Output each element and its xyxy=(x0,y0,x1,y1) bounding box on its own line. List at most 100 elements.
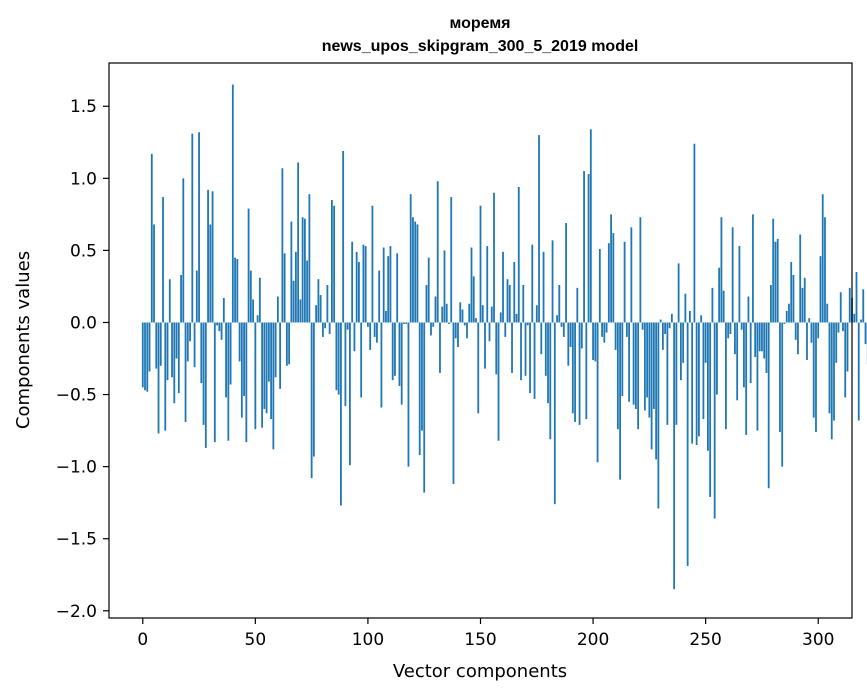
bar xyxy=(797,322,799,355)
bar xyxy=(839,292,842,323)
bar xyxy=(562,322,565,337)
bar xyxy=(749,322,752,384)
bar xyxy=(792,274,795,323)
bar xyxy=(574,322,576,422)
bar xyxy=(394,322,396,376)
bar xyxy=(621,322,624,396)
bar xyxy=(646,322,649,398)
bar xyxy=(848,287,851,323)
bar xyxy=(830,322,833,440)
bar xyxy=(833,322,835,421)
bar xyxy=(486,246,489,323)
bar xyxy=(418,322,421,456)
bar xyxy=(421,322,423,431)
bar xyxy=(432,322,435,327)
bar xyxy=(810,322,813,343)
bar xyxy=(643,322,646,411)
bar xyxy=(290,221,293,323)
bar xyxy=(745,322,748,435)
bar xyxy=(355,251,358,323)
bar xyxy=(702,322,705,420)
bar xyxy=(351,241,354,323)
bar xyxy=(198,132,200,323)
bar xyxy=(511,322,513,373)
bar xyxy=(285,322,288,366)
bar xyxy=(718,267,721,323)
bar xyxy=(571,322,574,414)
bar xyxy=(632,322,635,405)
bar xyxy=(367,322,369,327)
bar xyxy=(294,251,297,323)
bar xyxy=(346,322,349,330)
bar xyxy=(227,322,230,441)
bar xyxy=(824,217,826,323)
x-axis-label: Vector components xyxy=(393,661,567,682)
bar xyxy=(376,322,378,343)
bar xyxy=(159,322,162,366)
bar xyxy=(659,319,662,323)
bar xyxy=(529,322,531,394)
bar xyxy=(731,227,734,323)
bar xyxy=(747,296,750,323)
bars-group xyxy=(141,84,867,590)
bar xyxy=(508,285,511,323)
chart-subtitle: news_upos_skipgram_300_5_2019 model xyxy=(322,38,639,55)
bar xyxy=(826,303,829,323)
bar xyxy=(544,322,547,376)
x-tick-label: 250 xyxy=(689,630,721,650)
bar xyxy=(443,250,446,323)
bar xyxy=(358,261,360,323)
bar xyxy=(186,322,189,362)
y-tick-label: −1.0 xyxy=(56,458,97,478)
bar xyxy=(288,322,291,365)
bar xyxy=(729,322,732,335)
bar xyxy=(331,199,333,323)
bar xyxy=(477,322,480,414)
bar xyxy=(472,276,475,323)
bar xyxy=(828,322,831,414)
bar xyxy=(261,322,263,428)
bar xyxy=(252,299,254,323)
bar xyxy=(504,322,507,337)
bar xyxy=(686,322,689,567)
bar xyxy=(475,318,477,323)
bar xyxy=(407,322,410,467)
bar xyxy=(664,322,667,335)
bar xyxy=(360,322,363,398)
bar xyxy=(306,260,309,323)
bar xyxy=(817,322,820,339)
bar xyxy=(736,322,739,401)
bar xyxy=(598,248,601,323)
bar xyxy=(276,296,279,323)
bar xyxy=(479,205,482,323)
bar xyxy=(740,322,743,330)
bar xyxy=(254,322,257,430)
bar xyxy=(601,322,603,337)
bar xyxy=(596,322,599,463)
bar xyxy=(853,313,856,323)
bar xyxy=(430,322,432,336)
bar xyxy=(466,322,468,339)
bar xyxy=(162,197,164,323)
bar xyxy=(499,312,502,323)
bar xyxy=(155,322,158,369)
bar xyxy=(587,174,590,323)
bar xyxy=(267,322,270,382)
bar xyxy=(177,322,180,394)
bar xyxy=(862,289,865,323)
bar xyxy=(385,310,387,323)
bar xyxy=(380,322,383,408)
bar xyxy=(522,285,525,323)
bar xyxy=(213,322,216,443)
bar xyxy=(387,256,390,323)
bar xyxy=(605,322,608,333)
bar xyxy=(506,279,509,323)
bar xyxy=(625,322,628,337)
bar xyxy=(292,280,295,323)
bar xyxy=(468,303,471,323)
bar xyxy=(641,322,644,330)
bar xyxy=(743,322,745,388)
bar xyxy=(148,322,151,372)
bar xyxy=(416,224,419,323)
